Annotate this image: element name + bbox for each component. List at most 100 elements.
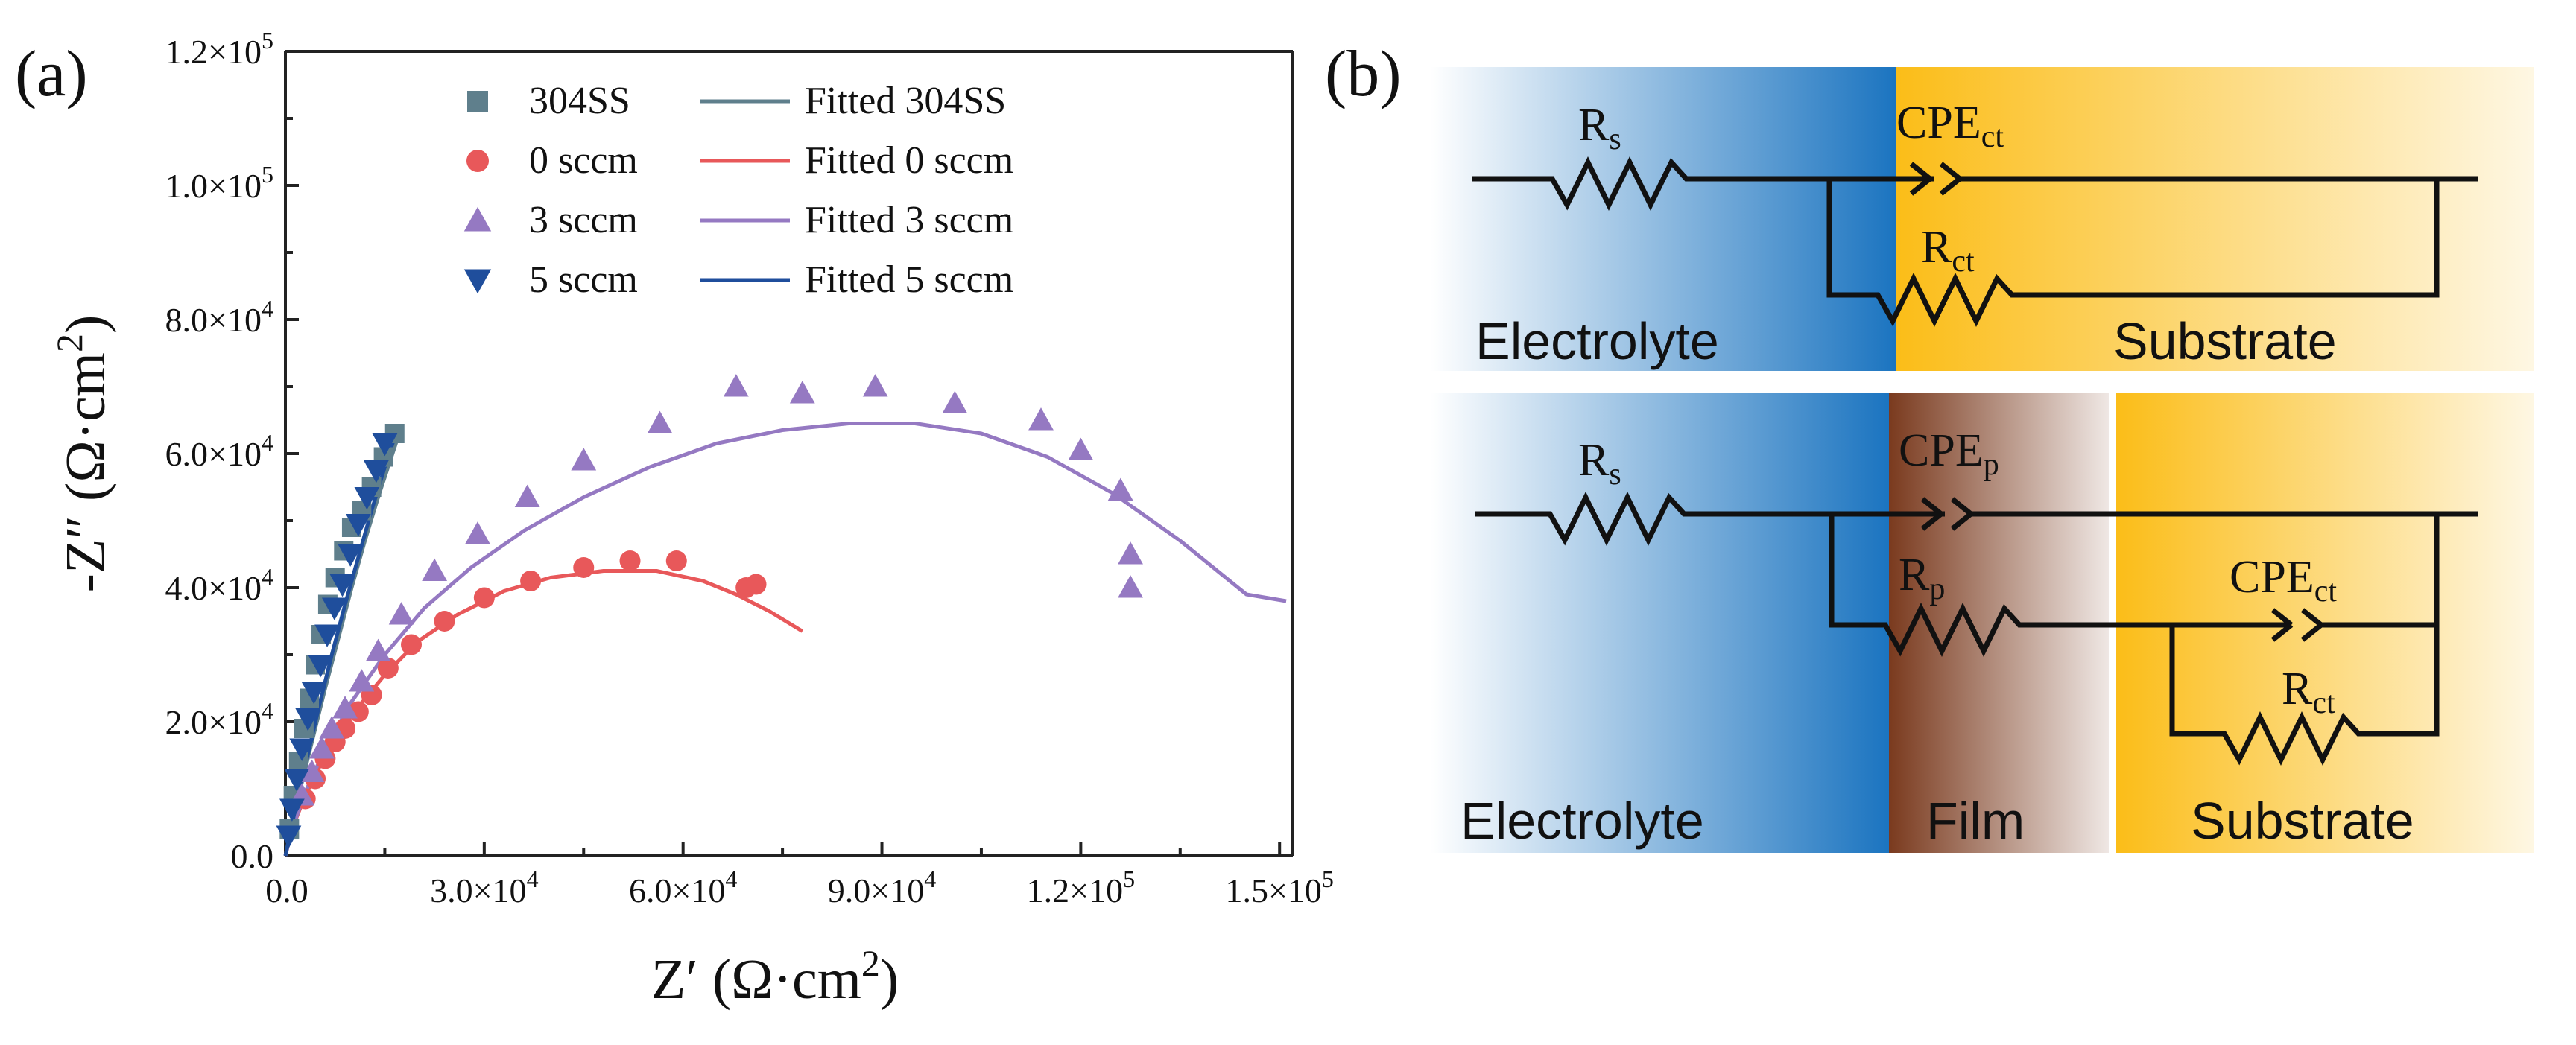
x-tick-label: 6.0×104 <box>629 865 737 909</box>
3-sccm-point <box>319 716 345 739</box>
electrolyte-region-top <box>1431 67 1896 371</box>
5-sccm-point <box>308 654 334 678</box>
legend-marker-3-sccm <box>463 206 492 232</box>
x-tick-label: 9.0×104 <box>828 865 936 909</box>
0-sccm-point <box>745 574 767 595</box>
cpe-ct-plate-1 <box>1909 162 1932 181</box>
3-sccm-point <box>1107 477 1133 501</box>
y-axis-label: -Z″ (Ω·cm2) <box>48 315 117 593</box>
cpe-p-label: CPEp <box>1899 425 1999 482</box>
5-sccm-point <box>321 597 347 620</box>
0-sccm-point <box>377 658 399 679</box>
5-sccm-point <box>284 768 310 792</box>
cpe-p-plate-1b <box>1920 512 1943 531</box>
legend-label-fitted-5-sccm: Fitted 5 sccm <box>805 258 1013 301</box>
3-sccm-point <box>571 448 597 471</box>
y-axis-label-main: -Z″ (Ω·cm <box>54 352 117 592</box>
data-markers <box>276 374 1143 848</box>
rs-label-top: Rs <box>1578 100 1621 156</box>
0-sccm-point <box>434 611 455 632</box>
electrolyte-label-bottom: Electrolyte <box>1461 792 1704 850</box>
3-sccm-point <box>365 638 391 662</box>
y-tick-label: 4.0×104 <box>165 563 273 607</box>
rct-branch-top <box>1826 179 2440 327</box>
5-sccm-point <box>279 798 305 822</box>
substrate-region-top <box>1896 67 2534 371</box>
0-sccm-point <box>573 557 595 578</box>
5-sccm-point <box>345 513 371 537</box>
plot-area: 0.0 3.0×104 6.0×104 9.0×104 1.2×105 1.5×105 0… <box>165 27 1334 909</box>
cpe-ct-label-top: CPEct <box>1896 98 2004 154</box>
y-tick-label: 6.0×104 <box>165 429 273 473</box>
panel-label-b: (b) <box>1325 38 1402 110</box>
0-sccm-point <box>619 550 641 571</box>
legend-label-5-sccm: 5 sccm <box>529 258 638 301</box>
rs-resistor-bottom <box>1475 492 1945 546</box>
rct-label-bottom: Rct <box>2282 664 2335 720</box>
y-tick-label: 2.0×104 <box>165 697 273 741</box>
y-ticks: 0.0 2.0×104 4.0×104 6.0×104 8.0×104 1.0×105 1.… <box>165 27 299 875</box>
x-tick-label: 1.5×105 <box>1225 865 1333 909</box>
x-tick-label: 1.2×105 <box>1027 865 1135 909</box>
3-sccm-point <box>388 602 414 625</box>
circuit-top: Electrolyte Substrate Rs CPEct Rct <box>1431 67 2534 371</box>
cpe-ct-label-bottom: CPEct <box>2230 552 2337 609</box>
3-sccm-point <box>862 374 888 397</box>
3-sccm-point <box>422 558 448 582</box>
5-sccm-point <box>314 624 340 647</box>
x-axis-label: Z′ (Ω·cm2) <box>651 942 899 1011</box>
cpe-ct-plate-1b <box>1909 177 1932 196</box>
panel-label-a: (a) <box>15 38 88 110</box>
y-axis-label-end: ) <box>54 315 117 334</box>
5-sccm-point <box>329 574 355 597</box>
y-tick-label: 1.2×105 <box>165 27 273 71</box>
3-sccm-point <box>1118 575 1143 598</box>
legend-label-0-sccm: 0 sccm <box>529 139 638 182</box>
5-sccm-point <box>354 486 380 510</box>
rp-label: Rp <box>1899 550 1945 606</box>
y-tick-label: 1.0×105 <box>165 161 273 205</box>
5-sccm-point <box>295 708 321 731</box>
circuit-bottom: Electrolyte Film Substrate Rs CPEp Rp <box>1431 393 2534 853</box>
3-sccm-point <box>514 484 540 508</box>
legend-label-fitted-0-sccm: Fitted 0 sccm <box>805 139 1013 182</box>
cpe-p-plate-1 <box>1920 497 1943 516</box>
rct-branch-bottom <box>2169 625 2440 766</box>
5-sccm-point <box>276 825 302 848</box>
film-label: Film <box>1926 792 2025 850</box>
electrolyte-label-top: Electrolyte <box>1475 312 1719 370</box>
3-sccm-point <box>647 410 673 434</box>
5-sccm-point <box>301 681 327 705</box>
x-tick-label: 0.0 <box>265 871 308 909</box>
5-sccm-point <box>372 433 398 457</box>
electrolyte-region-bottom <box>1431 393 1889 853</box>
legend-marker-5-sccm <box>463 269 492 294</box>
fitted-3-sccm-line <box>283 422 1287 857</box>
rs-resistor-top <box>1472 156 1934 211</box>
substrate-label-top: Substrate <box>2113 312 2337 370</box>
y-axis-label-sup: 2 <box>48 334 90 352</box>
5-sccm-point <box>289 738 315 761</box>
x-ticks: 0.0 3.0×104 6.0×104 9.0×104 1.2×105 1.5×105 <box>265 842 1334 909</box>
chart-panel-a: (a) 0.0 3.0×104 6.0×104 9.0×104 1.2×105 1.5×1… <box>15 27 1334 1011</box>
legend-marker-0-sccm <box>466 150 489 172</box>
cpe-ct-bottom-plate-1b <box>2270 623 2294 642</box>
3-sccm-point <box>309 736 335 759</box>
circuit-panel-b: (b) Electrolyte Substrate Rs CPEct Rct <box>1325 38 2534 853</box>
x-tick-label: 3.0×104 <box>430 865 538 909</box>
cpe-ct-bottom-plate-1 <box>2270 608 2294 627</box>
3-sccm-point <box>349 669 375 692</box>
legend-label-fitted-3-sccm: Fitted 3 sccm <box>805 199 1013 241</box>
3-sccm-point <box>1028 407 1054 431</box>
x-axis-label-sup: 2 <box>861 942 880 984</box>
fitted-lines <box>283 422 1287 857</box>
0-sccm-point <box>473 587 495 609</box>
y-tick-label: 8.0×104 <box>165 295 273 339</box>
3-sccm-point <box>942 390 968 414</box>
3-sccm-point <box>1118 541 1143 565</box>
legend-label-3-sccm: 3 sccm <box>529 199 638 241</box>
x-axis-label-end: ) <box>880 948 899 1011</box>
legend: 304SS 0 sccm 3 sccm 5 sccm Fitted 304SS Fitte… <box>463 80 1013 301</box>
legend-marker-304ss <box>467 91 488 112</box>
